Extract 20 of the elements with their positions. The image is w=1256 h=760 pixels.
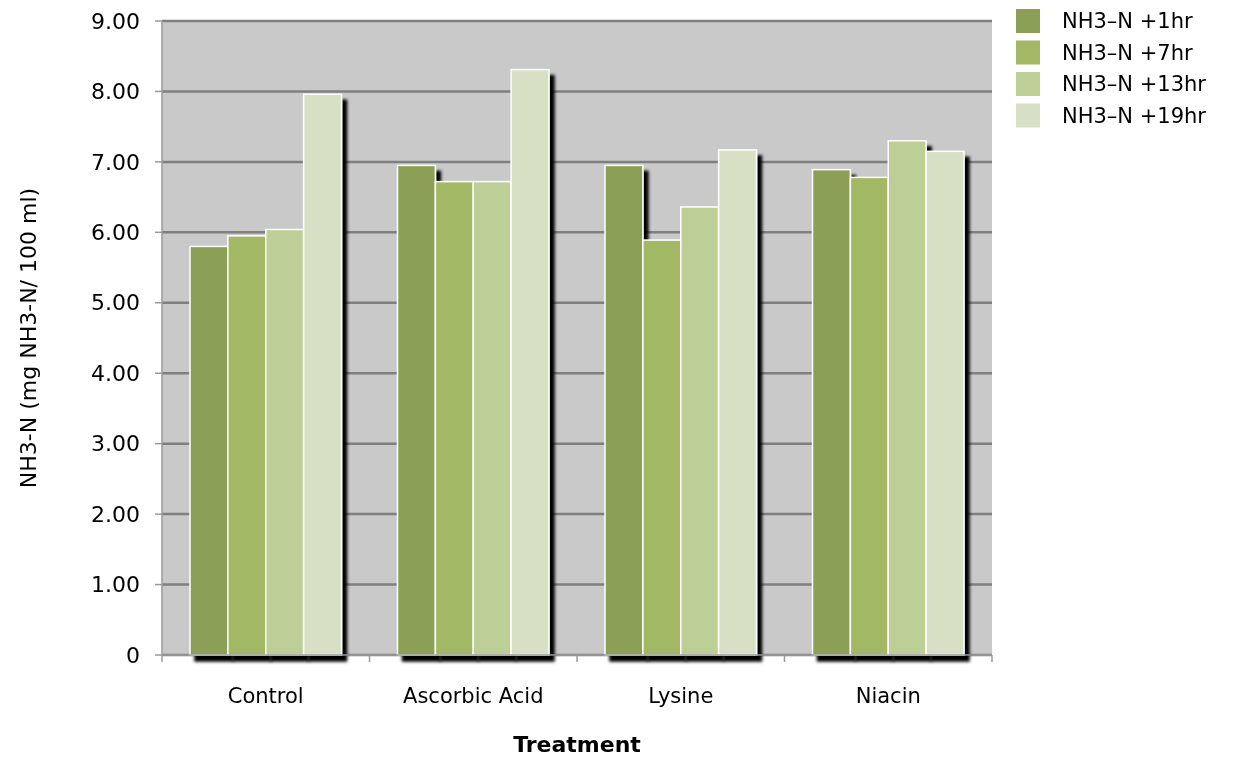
- x-tick-label: Niacin: [855, 684, 921, 708]
- x-tick-label: Lysine: [648, 684, 714, 708]
- y-tick-label: 1.00: [91, 572, 140, 598]
- legend-label: NH3–N +19hr: [1062, 103, 1207, 128]
- y-tick-label: 8.00: [91, 79, 140, 105]
- x-axis-title: Treatment: [513, 732, 642, 757]
- y-tick-label: 9.00: [91, 8, 140, 34]
- y-tick-label: 7.00: [91, 149, 140, 175]
- y-tick-label: 4.00: [91, 360, 140, 386]
- y-tick-label: 6.00: [91, 220, 140, 246]
- y-axis-title: NH3-N (mg NH3-N/ 100 ml): [16, 187, 41, 489]
- legend-label: NH3–N +7hr: [1062, 40, 1194, 65]
- legend-label: NH3–N +1hr: [1062, 9, 1194, 34]
- y-tick-label: 2.00: [91, 501, 140, 527]
- y-tick-label: 0: [126, 642, 140, 668]
- x-tick-label: Ascorbic Acid: [403, 684, 544, 708]
- y-tick-label: 3.00: [91, 431, 140, 457]
- x-tick-label: Control: [227, 684, 304, 708]
- y-tick-label: 5.00: [91, 290, 140, 316]
- legend-label: NH3–N +13hr: [1062, 72, 1207, 97]
